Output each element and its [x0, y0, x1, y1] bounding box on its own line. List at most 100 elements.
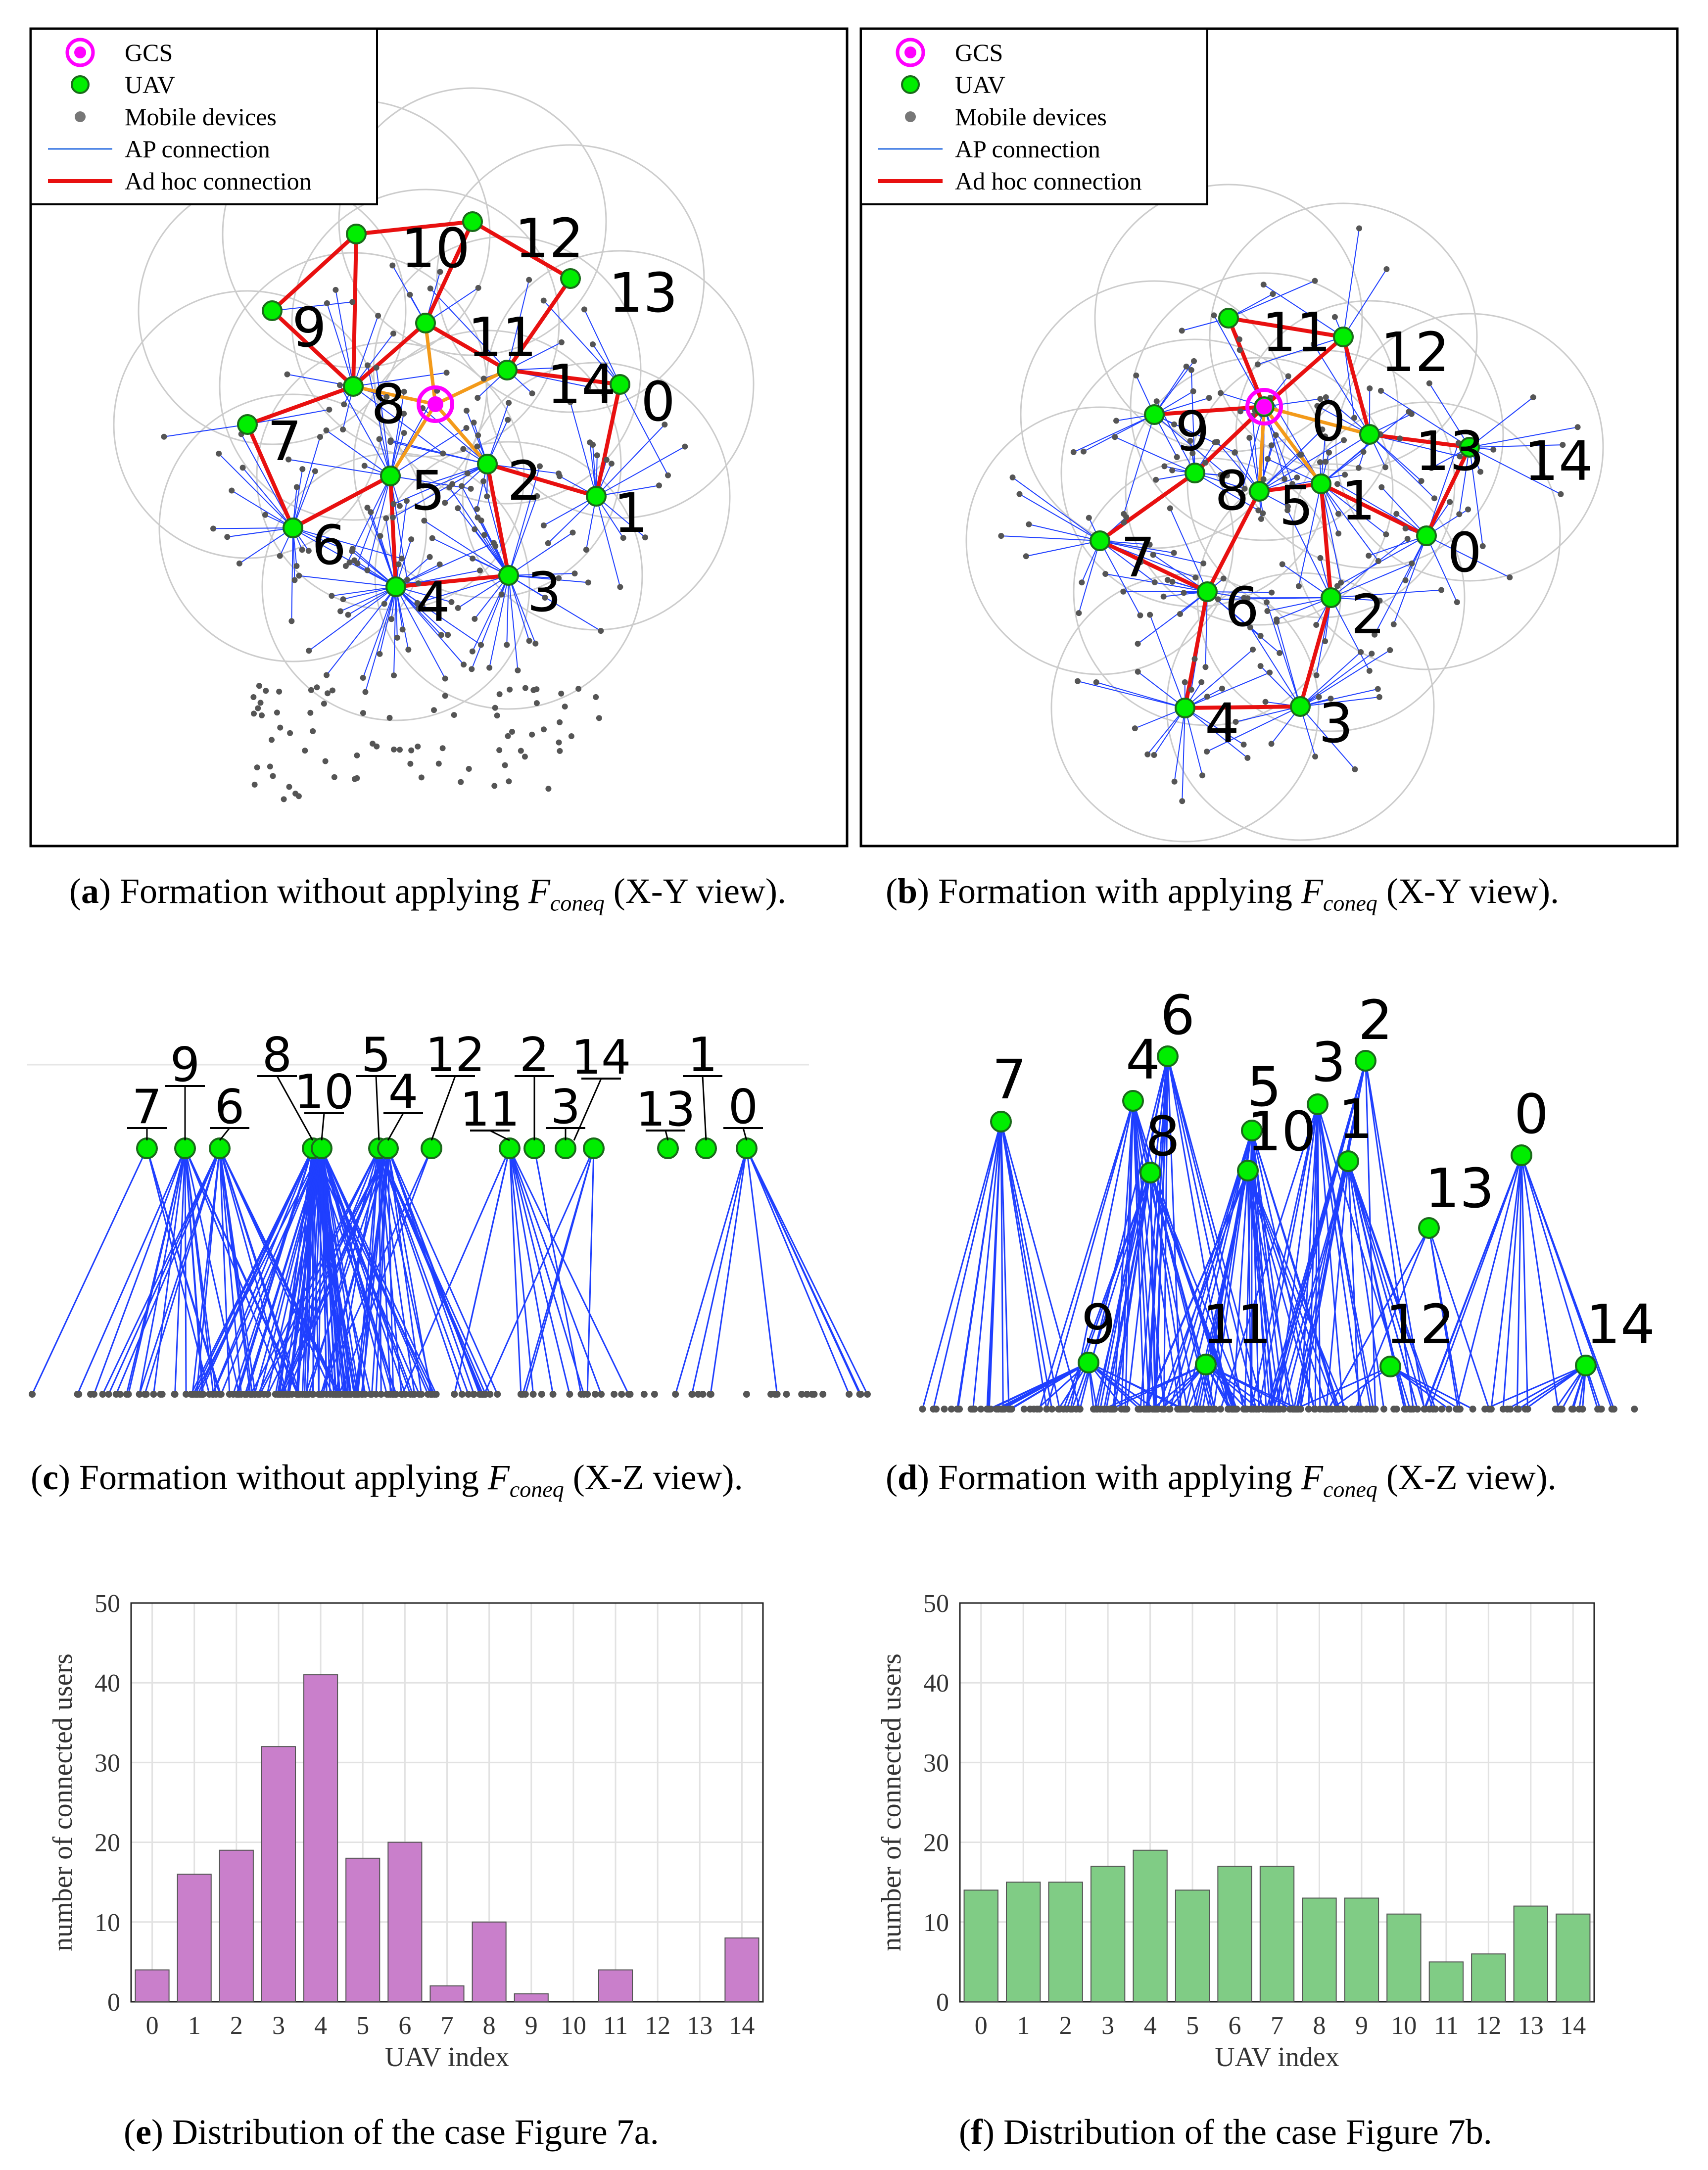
ap-connection-line	[1469, 447, 1561, 495]
ap-connection-line	[321, 1148, 352, 1395]
ap-connection-line	[387, 1148, 394, 1395]
ap-connection-line	[31, 1148, 148, 1395]
ap-connection-line	[339, 384, 391, 476]
mobile-device-dot	[471, 420, 477, 426]
mobile-device-dot	[1267, 669, 1273, 676]
ap-connection-line	[424, 520, 509, 576]
ap-connection-line	[1096, 682, 1186, 708]
label-leader	[489, 1130, 510, 1141]
mobile-device-dot	[1224, 472, 1230, 478]
mobile-device-dot	[608, 461, 615, 467]
mobile-device-dot	[977, 1406, 985, 1413]
mobile-device-dot	[562, 364, 568, 371]
mobile-device-dot	[515, 667, 521, 673]
ap-connection-line	[280, 1148, 389, 1395]
uav-label: 9	[292, 296, 327, 359]
uav-label: 9	[1081, 1293, 1116, 1356]
mobile-device-dot	[445, 632, 451, 638]
ap-connection-line	[1174, 708, 1186, 782]
mobile-device-dot	[1323, 459, 1329, 465]
coverage-circle	[158, 393, 427, 662]
x-tick-label: 10	[1391, 2012, 1417, 2040]
mobile-device-dot	[364, 362, 371, 369]
mobile-device-dot	[1254, 361, 1261, 368]
uav-node	[498, 565, 519, 586]
label-leader	[387, 1113, 404, 1141]
ap-connection-line	[291, 527, 293, 621]
ap-connection-line	[508, 466, 540, 576]
mobile-device-dot	[378, 1391, 385, 1398]
gcs-icon	[65, 38, 95, 67]
x-tick-label: 10	[561, 2012, 586, 2040]
ap-connection-line	[674, 1148, 748, 1395]
mobile-device-dot	[540, 297, 547, 304]
mobile-device-dot	[1048, 1406, 1056, 1413]
mobile-device-dot	[1211, 312, 1217, 319]
caption-a: (a) Formation without applying Fconeq (X…	[69, 871, 786, 916]
x-tick-label: 11	[1434, 2012, 1459, 2040]
mobile-device-dot	[1133, 372, 1139, 378]
mobile-device-dot	[1319, 426, 1326, 432]
uav-node	[1185, 463, 1205, 483]
ap-connection-line	[1380, 390, 1470, 448]
mobile-device-dot	[1339, 1406, 1347, 1413]
x-axis-label: UAV index	[385, 2042, 510, 2073]
ap-connection-line	[1426, 535, 1510, 578]
ap-connection-line	[1163, 1130, 1253, 1410]
x-tick-label: 8	[1313, 2012, 1326, 2040]
uav-label: 12	[426, 1028, 485, 1083]
mobile-device-dot	[442, 693, 448, 699]
bar	[261, 1746, 296, 2002]
bar	[514, 1993, 549, 2002]
ap-connection-line	[1182, 708, 1186, 802]
ap-connection-line	[1502, 1155, 1522, 1410]
ap-connection-line	[390, 427, 467, 476]
ap-connection-line	[108, 1148, 221, 1395]
mobile-device-dot	[398, 555, 405, 562]
mobile-device-dot	[1358, 649, 1364, 655]
mobile-device-dot	[1224, 1406, 1232, 1413]
uav-label: 10	[401, 217, 470, 280]
ap-connection-line	[417, 575, 509, 604]
caption-c: (c) Formation without applying Fconeq (X…	[31, 1458, 743, 1502]
uav-node	[1241, 1120, 1263, 1141]
mobile-device-dot	[1270, 291, 1276, 297]
ap-connection-line	[212, 1148, 314, 1395]
ap-connection-line	[1000, 1121, 1053, 1410]
ap-connection-line	[596, 496, 621, 587]
ap-connection-line	[1337, 535, 1427, 587]
uav-node	[1237, 1160, 1259, 1181]
ap-connection-line	[1111, 1172, 1151, 1410]
ap-connection-line	[710, 1148, 748, 1395]
mobile-device-dot	[475, 432, 481, 438]
mobile-device-dot	[276, 688, 283, 695]
gcs-icon	[904, 47, 916, 58]
ap-connection-line	[569, 402, 597, 497]
mobile-device-dot	[337, 608, 344, 614]
adhoc-connection-line	[1320, 482, 1427, 538]
uav-node	[497, 360, 518, 380]
mobile-device-dot	[354, 560, 361, 566]
ap-connection-line	[509, 1148, 602, 1395]
uav-node	[237, 414, 258, 435]
mobile-device-dot	[259, 712, 265, 718]
mobile-device-dot	[474, 443, 480, 450]
mobile-device-dot	[1372, 631, 1378, 638]
ap-connection-line	[1077, 680, 1186, 708]
mobile-device-dot	[1268, 741, 1275, 747]
mobile-device-dot	[1402, 1406, 1410, 1413]
mobile-device-dot	[1557, 1406, 1564, 1413]
uav-label: 1	[1338, 1087, 1373, 1151]
ap-connection-line	[1144, 1170, 1249, 1410]
mobile-device-dot	[438, 632, 444, 638]
legend-b: GCS UAV Mobile devices AP connection Ad hoc …	[860, 28, 1208, 205]
gcs-link-line	[434, 368, 508, 406]
mobile-device-dot	[1257, 633, 1264, 639]
label-leader	[375, 1076, 380, 1141]
mobile-device-dot	[285, 456, 292, 463]
mobile-device-dot	[1367, 385, 1373, 391]
ap-connection-line	[508, 575, 519, 671]
mobile-device-dot	[448, 599, 455, 605]
mobile-device-dot	[1366, 667, 1373, 674]
y-tick-label: 0	[936, 1988, 949, 2017]
